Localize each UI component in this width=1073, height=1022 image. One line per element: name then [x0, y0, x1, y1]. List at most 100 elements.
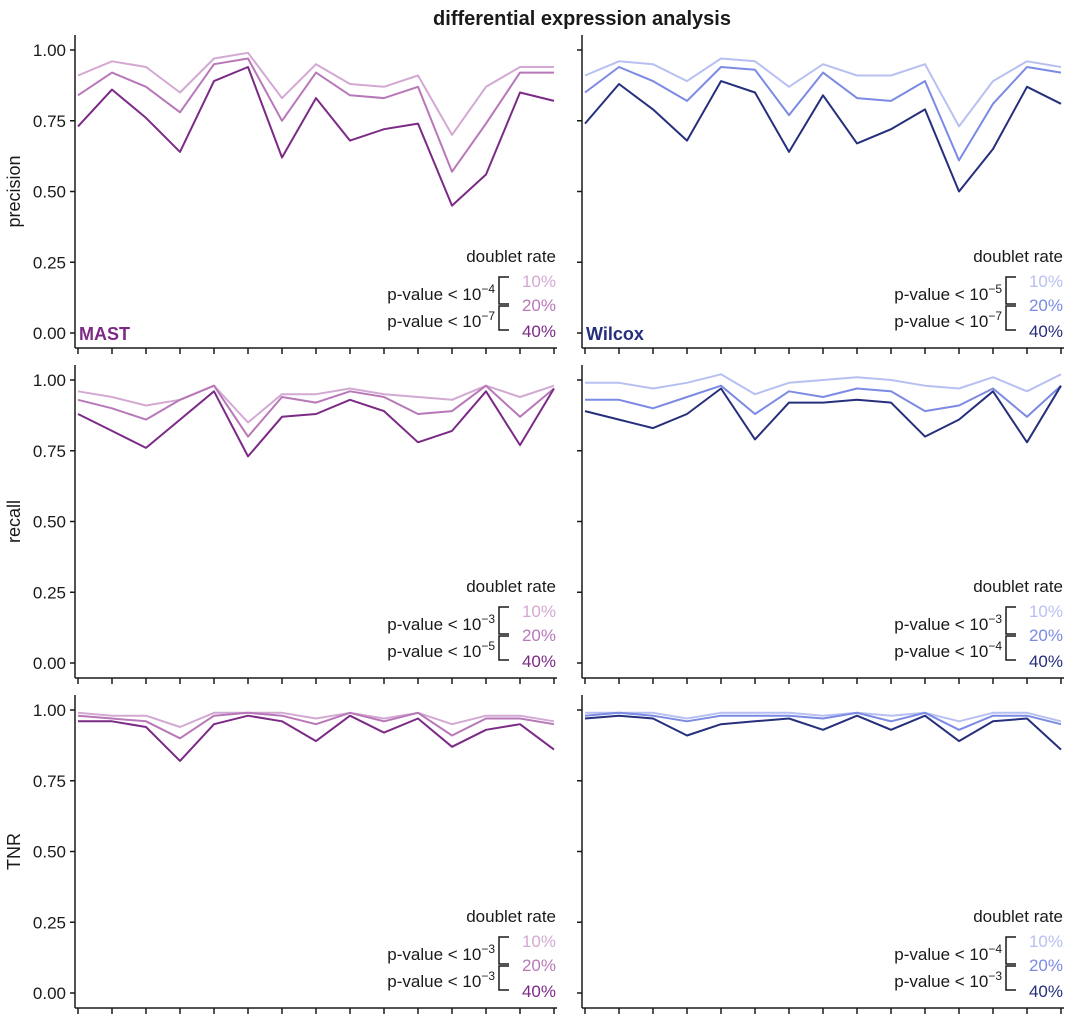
- legend-threshold-1: p-value < 10−3: [387, 942, 495, 964]
- legend-bracket: [498, 936, 509, 965]
- y-tick-label: 1.00: [33, 371, 66, 390]
- legend-pct-40: 40%: [1029, 322, 1063, 341]
- y-tick-label: 1.00: [33, 41, 66, 60]
- legend-bracket: [498, 276, 509, 305]
- series-line-10pct: [77, 384, 555, 424]
- series-line-10pct: [585, 373, 1062, 396]
- legend-threshold-2: p-value < 10−4: [894, 639, 1002, 661]
- y-tick-label: 0.75: [33, 442, 66, 461]
- legend: doublet rate 10% 20% 40% p-value < 10−3 p-val…: [387, 577, 556, 671]
- series-line-10pct: [584, 57, 1062, 128]
- panel-recall-mast: 0.00 0.25 0.50 0.75 1.00 recall doublet rate 10…: [4, 365, 557, 684]
- legend-pct-10: 10%: [522, 602, 556, 621]
- legend: doublet rate 10% 20% 40% p-value < 10−4 p-val…: [894, 907, 1063, 1001]
- legend-title: doublet rate: [466, 907, 556, 926]
- legend-title: doublet rate: [973, 247, 1063, 266]
- y-tick-label: 0.00: [33, 324, 66, 343]
- legend: doublet rate 10% 20% 40% p-value < 10−4 p-val…: [387, 247, 556, 341]
- y-tick-label: 0.75: [33, 772, 66, 791]
- legend-pct-40: 40%: [522, 652, 556, 671]
- legend-pct-20: 20%: [522, 626, 556, 645]
- legend-pct-10: 10%: [1029, 602, 1063, 621]
- series-line-10pct: [585, 711, 1062, 723]
- series-line-40pct: [77, 66, 555, 207]
- legend-threshold-1: p-value < 10−5: [894, 282, 1002, 304]
- legend-threshold-2: p-value < 10−3: [894, 969, 1002, 991]
- legend-threshold-1: p-value < 10−4: [894, 942, 1002, 964]
- legend-bracket: [1005, 305, 1016, 331]
- series-line-20pct: [584, 66, 1062, 162]
- legend-pct-20: 20%: [522, 956, 556, 975]
- y-tick-label: 1.00: [33, 701, 66, 720]
- legend-pct-10: 10%: [1029, 932, 1063, 951]
- series-line-10pct: [77, 51, 554, 136]
- series-line-20pct: [584, 711, 1062, 731]
- method-label: Wilcox: [586, 324, 644, 344]
- legend-pct-10: 10%: [1029, 272, 1063, 291]
- legend: doublet rate 10% 20% 40% p-value < 10−3 p-val…: [894, 577, 1063, 671]
- series-line-40pct: [584, 80, 1062, 193]
- y-tick-label: 0.25: [33, 583, 66, 602]
- series-line-20pct: [77, 384, 555, 438]
- y-tick-label: 0.50: [33, 183, 66, 202]
- legend-bracket: [1005, 936, 1016, 965]
- series-line-40pct: [584, 385, 1062, 444]
- panels: 0.00 0.25 0.50 0.75 1.00 precision MAST doublet…: [4, 35, 1064, 1014]
- y-tick-label: 0.75: [33, 112, 66, 131]
- panel-tnr-wilcox: doublet rate 10% 20% 40% p-value < 10−4 p-val…: [577, 695, 1064, 1014]
- series-line-40pct: [77, 387, 555, 458]
- legend-pct-40: 40%: [522, 982, 556, 1001]
- series-line-40pct: [78, 714, 555, 762]
- legend-bracket: [1005, 965, 1016, 991]
- legend-threshold-2: p-value < 10−7: [387, 309, 495, 331]
- panel-recall-wilcox: doublet rate 10% 20% 40% p-value < 10−3 p-val…: [577, 365, 1064, 684]
- legend-bracket: [1005, 276, 1016, 305]
- legend-title: doublet rate: [973, 907, 1063, 926]
- legend-threshold-2: p-value < 10−3: [387, 969, 495, 991]
- legend-title: doublet rate: [466, 247, 556, 266]
- method-label: MAST: [79, 324, 130, 344]
- legend-pct-10: 10%: [522, 272, 556, 291]
- y-tick-label: 0.50: [33, 513, 66, 532]
- legend-bracket: [1005, 635, 1016, 661]
- legend-title: doublet rate: [973, 577, 1063, 596]
- legend-pct-40: 40%: [1029, 652, 1063, 671]
- series-line-20pct: [77, 711, 555, 740]
- legend-threshold-2: p-value < 10−5: [387, 639, 495, 661]
- legend-pct-20: 20%: [1029, 296, 1063, 315]
- y-axis-label: TNR: [4, 833, 24, 870]
- legend-threshold-1: p-value < 10−3: [894, 612, 1002, 634]
- legend: doublet rate 10% 20% 40% p-value < 10−5 p-val…: [894, 247, 1063, 341]
- legend: doublet rate 10% 20% 40% p-value < 10−3 p-val…: [387, 907, 556, 1001]
- series-line-10pct: [77, 711, 555, 728]
- legend-title: doublet rate: [466, 577, 556, 596]
- series-line-20pct: [585, 384, 1062, 418]
- legend-pct-10: 10%: [522, 932, 556, 951]
- legend-bracket: [498, 305, 509, 331]
- legend-bracket: [1005, 606, 1016, 635]
- panel-tnr-mast: 0.00 0.25 0.50 0.75 1.00 TNR doublet rate 10% 20…: [4, 695, 557, 1014]
- legend-threshold-2: p-value < 10−7: [894, 309, 1002, 331]
- legend-threshold-1: p-value < 10−3: [387, 612, 495, 634]
- legend-pct-40: 40%: [1029, 982, 1063, 1001]
- legend-pct-20: 20%: [1029, 626, 1063, 645]
- legend-threshold-1: p-value < 10−4: [387, 282, 495, 304]
- y-axis-label: recall: [4, 500, 24, 543]
- y-tick-label: 0.25: [33, 913, 66, 932]
- y-tick-label: 0.00: [33, 984, 66, 1003]
- legend-pct-20: 20%: [1029, 956, 1063, 975]
- panel-precision-mast: 0.00 0.25 0.50 0.75 1.00 precision MAST doublet…: [4, 35, 557, 354]
- legend-bracket: [498, 635, 509, 661]
- series-line-40pct: [584, 714, 1062, 751]
- legend-bracket: [498, 606, 509, 635]
- y-tick-label: 0.25: [33, 253, 66, 272]
- series-line-20pct: [77, 57, 554, 173]
- y-tick-label: 0.50: [33, 843, 66, 862]
- legend-pct-40: 40%: [522, 322, 556, 341]
- y-axis-label: precision: [4, 155, 24, 227]
- y-tick-label: 0.00: [33, 654, 66, 673]
- legend-bracket: [498, 965, 509, 991]
- legend-pct-20: 20%: [522, 296, 556, 315]
- panel-precision-wilcox: Wilcox doublet rate 10% 20% 40% p-value < 10−…: [577, 35, 1064, 354]
